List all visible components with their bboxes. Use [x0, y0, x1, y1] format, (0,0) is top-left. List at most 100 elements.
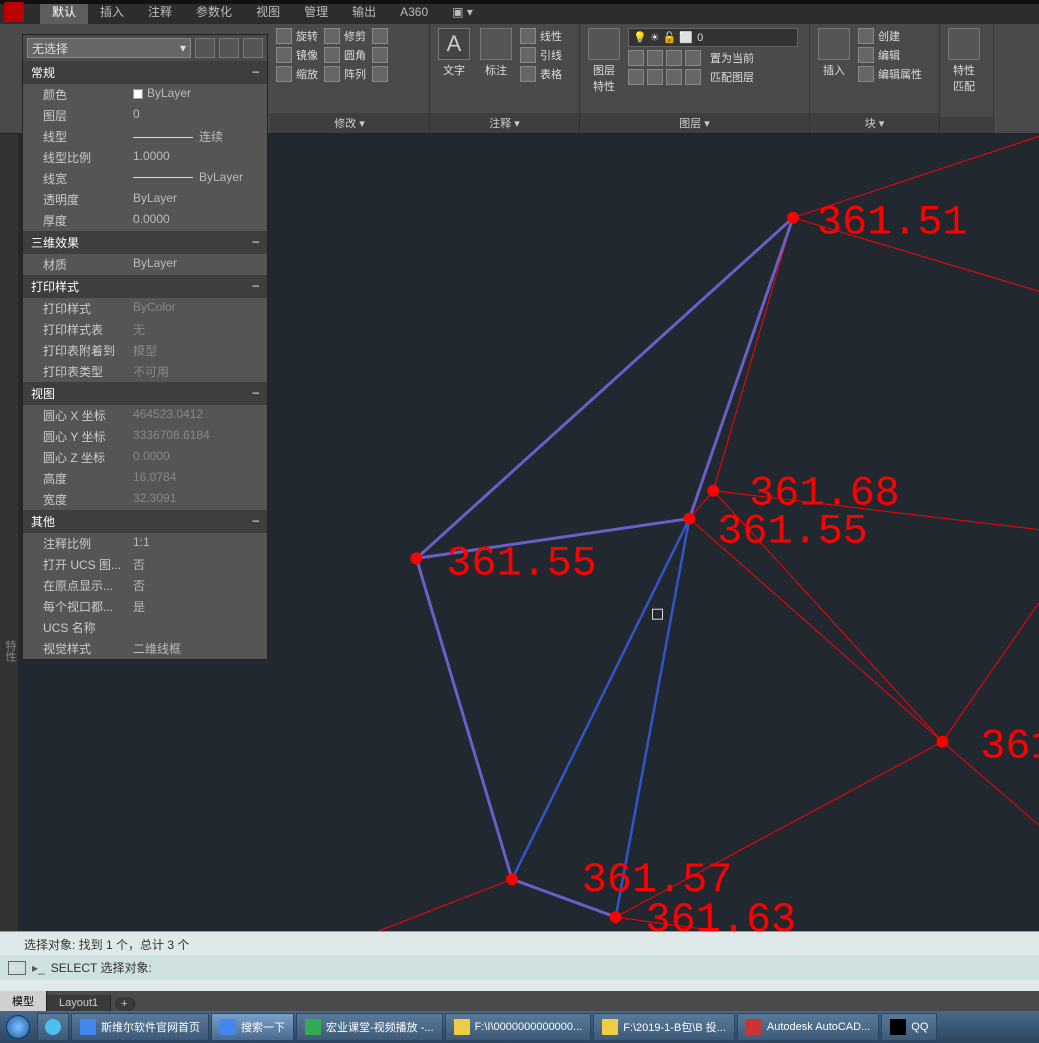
palette-btn[interactable]	[195, 38, 215, 58]
taskbar-button[interactable]: F:\I\0000000000000...	[445, 1013, 592, 1041]
property-row[interactable]: 材质ByLayer	[23, 254, 267, 275]
property-category[interactable]: 其他–	[23, 510, 267, 533]
taskbar-button[interactable]: 搜索一下	[211, 1013, 294, 1041]
taskbar-button[interactable]: 斯维尔软件官网首页	[71, 1013, 209, 1041]
ribbon-item[interactable]: 引线	[520, 47, 562, 63]
label: 文字	[443, 62, 465, 78]
panel-annotation: A文字 标注 线性引线表格 注释 ▾	[430, 24, 580, 133]
label[interactable]: 置为当前	[710, 50, 754, 66]
label: 标注	[485, 62, 507, 78]
property-row[interactable]: 线宽ByLayer	[23, 168, 267, 189]
tool-icon	[324, 66, 340, 82]
tool-icon	[276, 47, 292, 63]
svg-text:361.55: 361.55	[717, 507, 868, 555]
ribbon-item[interactable]: 缩放	[276, 66, 318, 82]
property-row[interactable]: 线型比例1.0000	[23, 147, 267, 168]
layer-props[interactable]: 图层 特性	[586, 28, 622, 111]
ribbon-item[interactable]: 编辑属性	[858, 66, 922, 82]
tool-icon	[276, 28, 292, 44]
layer-icon[interactable]	[628, 50, 644, 66]
property-row[interactable]: 注释比例1:1	[23, 533, 267, 554]
ribbon-item[interactable]: 修剪	[324, 28, 366, 44]
property-row[interactable]: 线型连续	[23, 126, 267, 147]
property-row[interactable]: 高度16.0784	[23, 468, 267, 489]
property-row[interactable]: 厚度0.0000	[23, 210, 267, 231]
property-row[interactable]: 打印表附着到模型	[23, 340, 267, 361]
panel-properties: 特性 匹配	[940, 24, 994, 133]
ribbon-item[interactable]: 线性	[520, 28, 562, 44]
property-row[interactable]: 圆心 X 坐标464523.0412	[23, 405, 267, 426]
property-row[interactable]: 圆心 Z 坐标0.0000	[23, 447, 267, 468]
taskbar-button[interactable]: F:\2019-1-B包\B 投...	[593, 1013, 735, 1041]
palette-btn[interactable]	[243, 38, 263, 58]
layer-icon[interactable]	[666, 50, 682, 66]
tool-icon[interactable]	[372, 28, 388, 44]
ribbon-item[interactable]: 镜像	[276, 47, 318, 63]
palette-btn[interactable]	[219, 38, 239, 58]
layout-tab[interactable]: 模型	[0, 991, 47, 1011]
layer-icon[interactable]	[685, 50, 701, 66]
panel-title[interactable]: 块 ▾	[810, 113, 939, 133]
taskbar-ie[interactable]	[37, 1013, 69, 1041]
layer-icon[interactable]	[647, 50, 663, 66]
tool-icon[interactable]	[372, 66, 388, 82]
property-row[interactable]: 打印样式ByColor	[23, 298, 267, 319]
property-category[interactable]: 视图–	[23, 382, 267, 405]
tool-icon[interactable]	[372, 47, 388, 63]
add-layout-tab[interactable]: +	[115, 997, 134, 1011]
cursor-icon	[8, 961, 26, 975]
selection-text: 无选择	[32, 40, 68, 57]
property-row[interactable]: 打开 UCS 图...否	[23, 554, 267, 575]
label[interactable]: 匹配图层	[710, 69, 754, 85]
tool-icon	[858, 47, 874, 63]
property-row[interactable]: 圆心 Y 坐标3336708.6184	[23, 426, 267, 447]
property-row[interactable]: 打印表类型不可用	[23, 361, 267, 382]
command-line[interactable]: ▸_ SELECT 选择对象:	[0, 955, 1039, 980]
property-row[interactable]: 打印样式表无	[23, 319, 267, 340]
property-row[interactable]: 透明度ByLayer	[23, 189, 267, 210]
layer-icon[interactable]	[628, 69, 644, 85]
panel-title[interactable]: 修改 ▾	[270, 113, 429, 133]
ribbon-item[interactable]: 编辑	[858, 47, 922, 63]
svg-text:361.63: 361.63	[646, 896, 797, 931]
layer-icon[interactable]	[647, 69, 663, 85]
layer-dropdown[interactable]: 💡 ☀ 🔓 ⬜ 0	[628, 28, 798, 47]
property-row[interactable]: 每个视口都...是	[23, 596, 267, 617]
taskbar-button[interactable]: QQ	[881, 1013, 937, 1041]
text-tool[interactable]: A文字	[436, 28, 472, 111]
layout-tab[interactable]: Layout1	[47, 995, 111, 1011]
insert-tool[interactable]: 插入	[816, 28, 852, 111]
layer-icon[interactable]	[666, 69, 682, 85]
property-category[interactable]: 常规–	[23, 61, 267, 84]
ribbon-item[interactable]: 表格	[520, 66, 562, 82]
command-area: 选择对象: 找到 1 个，总计 3 个 ▸_ SELECT 选择对象:	[0, 931, 1039, 991]
app-icon[interactable]	[4, 2, 24, 22]
ribbon-item[interactable]: 阵列	[324, 66, 366, 82]
start-button[interactable]	[0, 1011, 36, 1043]
ribbon-item[interactable]: 创建	[858, 28, 922, 44]
dim-tool[interactable]: 标注	[478, 28, 514, 111]
property-category[interactable]: 打印样式–	[23, 275, 267, 298]
ribbon-item[interactable]: 旋转	[276, 28, 318, 44]
property-row[interactable]: 颜色ByLayer	[23, 84, 267, 105]
property-row[interactable]: 宽度32.3091	[23, 489, 267, 510]
property-row[interactable]: 在原点显示...否	[23, 575, 267, 596]
taskbar-button[interactable]: Autodesk AutoCAD...	[737, 1013, 879, 1041]
taskbar-button[interactable]: 宏业课堂-视频播放 -...	[296, 1013, 443, 1041]
layout-tabs: 模型Layout1 +	[0, 991, 1039, 1011]
tool-icon	[520, 66, 536, 82]
panel-title[interactable]: 注释 ▾	[430, 113, 579, 133]
panel-layer: 图层 特性 💡 ☀ 🔓 ⬜ 0 置为当前 匹配图层 图层 ▾	[580, 24, 810, 133]
properties-palette: 无选择▾ 常规–颜色ByLayer图层0线型连续线型比例1.0000线宽ByLa…	[22, 34, 268, 660]
property-row[interactable]: 视觉样式二维线框	[23, 638, 267, 659]
selection-dropdown[interactable]: 无选择▾	[27, 38, 191, 58]
side-tab[interactable]: 特性	[0, 640, 18, 662]
property-row[interactable]: UCS 名称	[23, 617, 267, 638]
matchprop-tool[interactable]: 特性 匹配	[946, 28, 982, 115]
layer-icon[interactable]	[685, 69, 701, 85]
property-category[interactable]: 三维效果–	[23, 231, 267, 254]
property-row[interactable]: 图层0	[23, 105, 267, 126]
panel-title[interactable]: 图层 ▾	[580, 113, 809, 133]
tool-icon	[520, 28, 536, 44]
ribbon-item[interactable]: 圆角	[324, 47, 366, 63]
